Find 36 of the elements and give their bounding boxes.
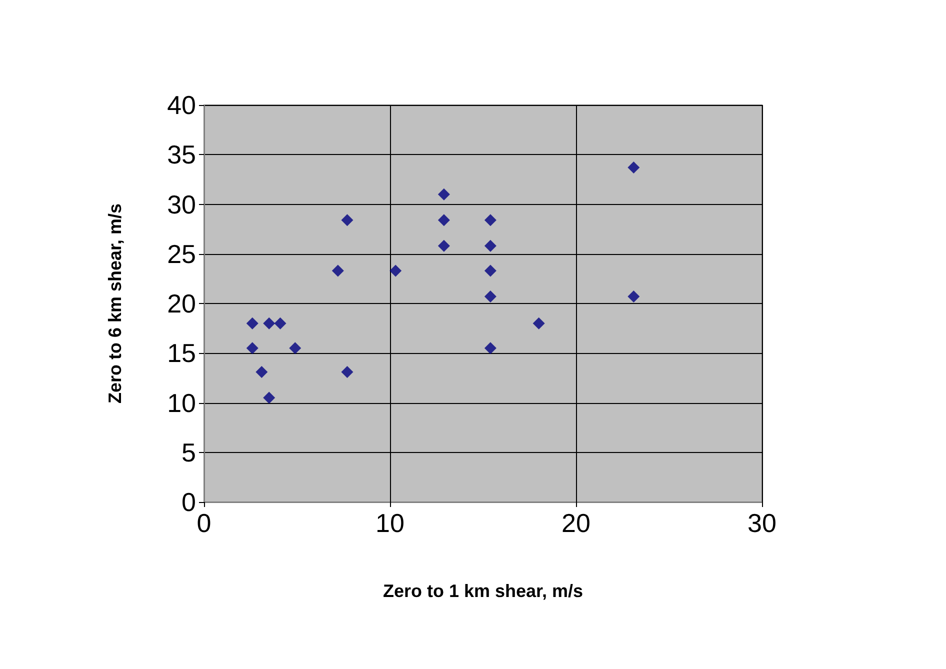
point bbox=[289, 342, 302, 354]
x-axis-title: Zero to 1 km shear, m/s bbox=[382, 581, 584, 601]
point bbox=[341, 214, 354, 226]
point bbox=[256, 366, 268, 378]
point bbox=[390, 264, 402, 277]
point bbox=[438, 240, 450, 252]
y-tick-label: 10 bbox=[167, 388, 196, 418]
point bbox=[438, 188, 450, 200]
point bbox=[274, 317, 286, 330]
y-tick-label: 30 bbox=[167, 189, 196, 220]
x-tick-label: 20 bbox=[562, 508, 590, 538]
point bbox=[532, 317, 545, 330]
point bbox=[246, 317, 258, 330]
point bbox=[484, 290, 496, 303]
point bbox=[438, 214, 450, 226]
y-tick-label: 5 bbox=[182, 437, 196, 468]
y-tick-label: 40 bbox=[167, 90, 196, 120]
y-tick-label: 25 bbox=[167, 238, 196, 269]
x-tick-label: 30 bbox=[748, 508, 776, 538]
point bbox=[628, 290, 640, 303]
point bbox=[246, 342, 258, 354]
point bbox=[484, 342, 496, 354]
point bbox=[341, 366, 354, 378]
y-tick-label: 15 bbox=[167, 338, 196, 368]
point bbox=[332, 264, 344, 277]
point bbox=[484, 240, 496, 252]
y-tick-label: 35 bbox=[167, 140, 196, 170]
point bbox=[628, 162, 640, 174]
point bbox=[263, 317, 276, 330]
point bbox=[484, 214, 496, 226]
y-axis-title: Zero to 6 km shear, m/s bbox=[105, 203, 125, 404]
y-tick-label: 20 bbox=[167, 288, 196, 318]
point bbox=[263, 392, 276, 404]
x-tick-label: 10 bbox=[376, 508, 404, 538]
y-tick-label: 0 bbox=[182, 487, 196, 517]
point bbox=[484, 264, 496, 277]
